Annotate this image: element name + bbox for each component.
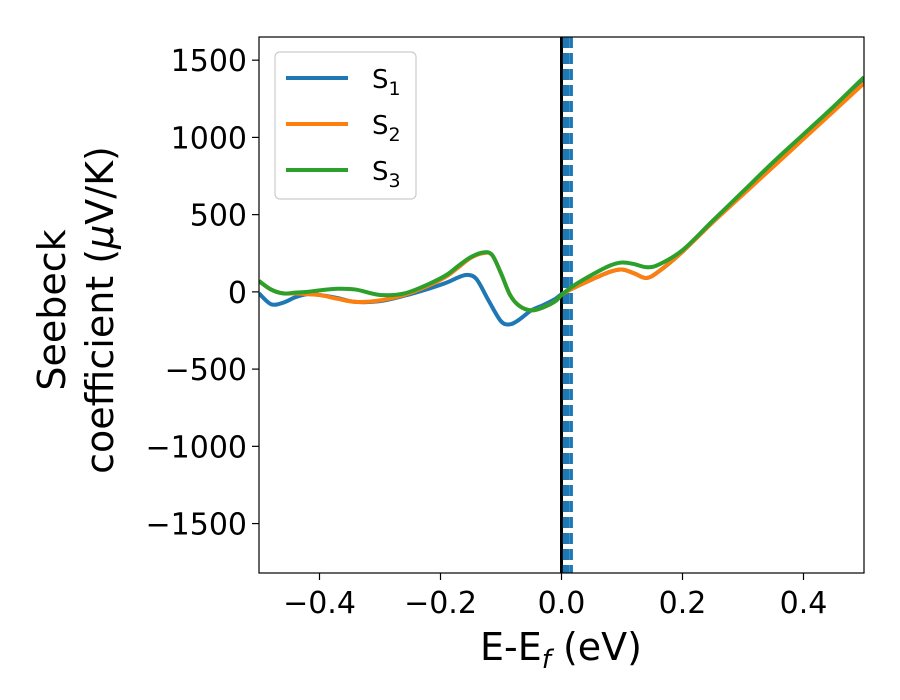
y-tick-label: 0	[228, 276, 247, 311]
y-tick-label: −500	[165, 353, 247, 388]
y-tick-label: 1500	[171, 44, 247, 79]
x-tick-label: 0.0	[538, 586, 586, 621]
legend: S1 S2 S3	[274, 51, 417, 200]
legend-label-s1: S1	[372, 65, 401, 100]
x-axis-title: E-Ef (eV)	[480, 625, 642, 675]
x-tick-label: 0.4	[780, 586, 828, 621]
legend-label-s2: S2	[372, 111, 401, 146]
vertical-lines	[560, 37, 573, 573]
legend-label-s3: S3	[372, 157, 401, 192]
x-tick-label: −0.4	[283, 586, 356, 621]
y-tick-label: 1000	[171, 121, 247, 156]
plot-area	[259, 37, 864, 573]
y-tick-label: 500	[190, 199, 247, 234]
x-tick-label: 0.2	[659, 586, 707, 621]
y-axis-title-line2: coefficient (μV/K)	[78, 146, 122, 474]
x-tick-label: −0.2	[404, 586, 477, 621]
y-tick-label: −1000	[146, 430, 247, 465]
x-axis-ticks: −0.4 −0.2 0.0 0.2 0.4	[283, 573, 827, 621]
y-tick-label: −1500	[146, 508, 247, 543]
y-axis-title-line1: Seebeck	[30, 229, 74, 390]
series-line-s3	[259, 75, 864, 313]
y-axis-ticks: 1500 1000 500 0 −500 −1000 −1500	[146, 44, 259, 543]
series-group	[259, 75, 864, 327]
